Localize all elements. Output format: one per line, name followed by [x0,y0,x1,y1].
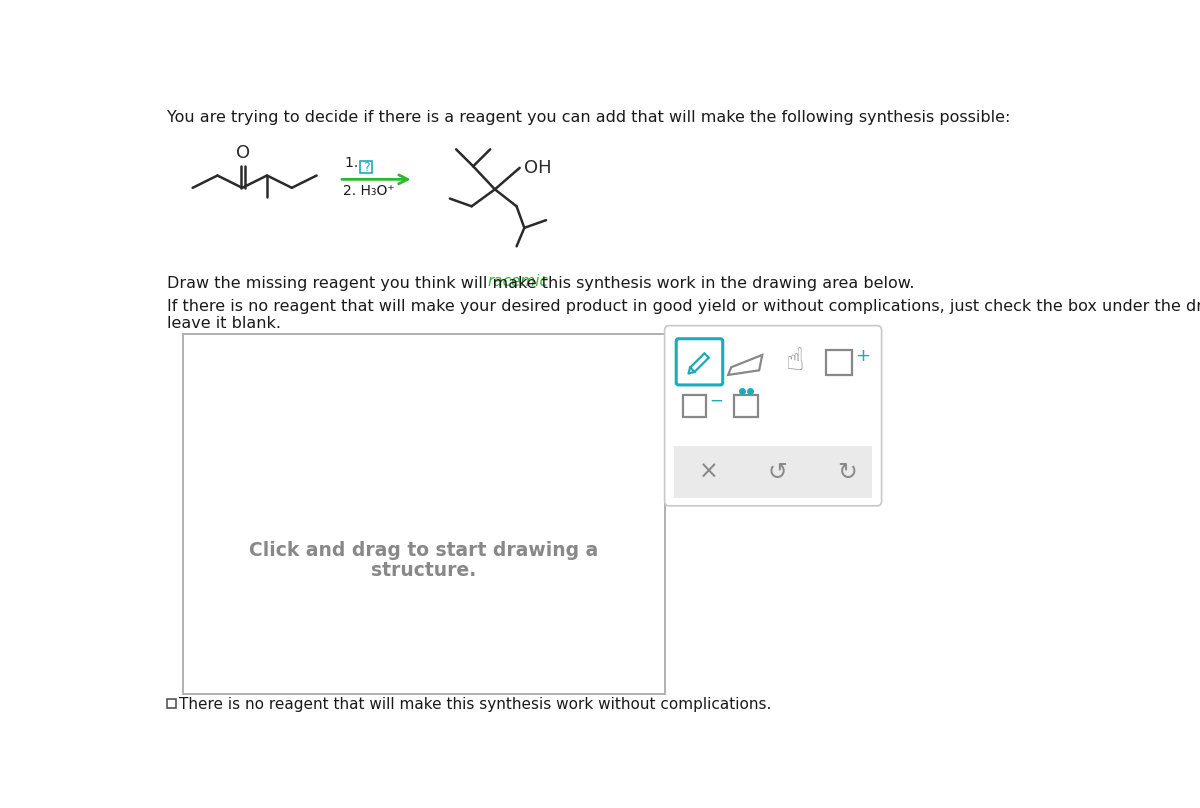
FancyBboxPatch shape [665,326,882,506]
Text: You are trying to decide if there is a reagent you can add that will make the fo: You are trying to decide if there is a r… [167,110,1010,125]
Bar [674,446,872,498]
Text: ×: × [698,460,719,484]
Text: 1.: 1. [346,156,362,170]
Bar [167,699,176,709]
Bar [360,161,372,173]
Text: If there is no reagent that will make your desired product in good yield or with: If there is no reagent that will make yo… [167,299,1200,314]
Text: 2. H₃O⁺: 2. H₃O⁺ [343,184,395,198]
Text: +: + [856,347,870,365]
FancyBboxPatch shape [677,339,722,385]
Text: −: − [709,392,722,410]
Text: Click and drag to start drawing a: Click and drag to start drawing a [248,541,599,560]
Text: ↺: ↺ [768,460,787,484]
Text: ↻: ↻ [838,460,857,484]
Text: There is no reagent that will make this synthesis work without complications.: There is no reagent that will make this … [180,697,772,712]
Text: Draw the missing reagent you think will make this synthesis work in the drawing : Draw the missing reagent you think will … [167,276,914,291]
Text: O: O [235,145,250,162]
Bar [182,335,665,695]
Text: ?: ? [362,161,370,174]
Text: racemic: racemic [487,274,548,289]
Text: leave it blank.: leave it blank. [167,316,281,330]
Text: ☝: ☝ [786,347,805,377]
Text: structure.: structure. [371,561,476,580]
Text: OH: OH [523,159,551,177]
